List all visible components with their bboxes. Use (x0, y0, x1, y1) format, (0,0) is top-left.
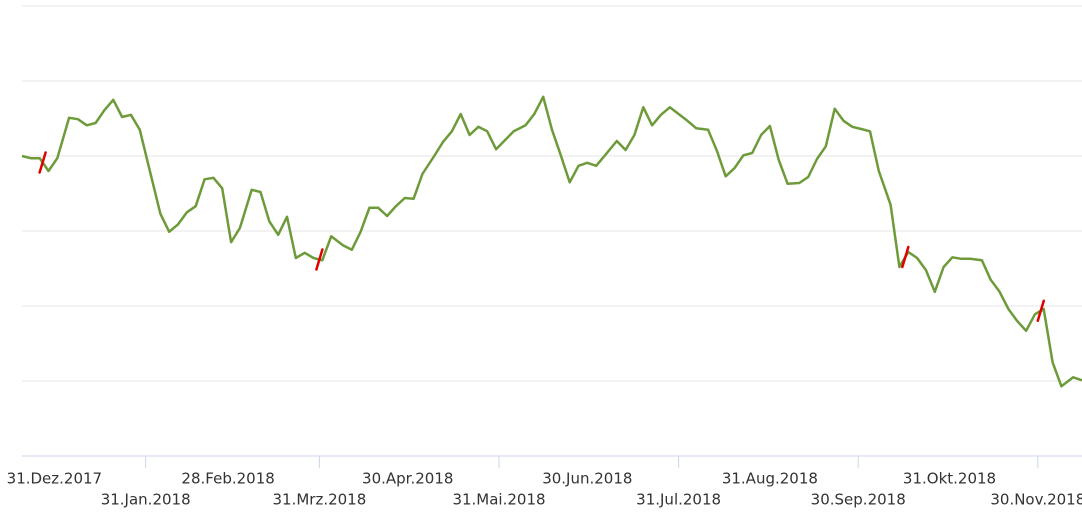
event-marker (315, 248, 324, 271)
x-tick-label: 30.Sep.2018 (811, 491, 906, 509)
event-marker (38, 151, 47, 174)
event-marker (901, 245, 910, 269)
x-tick-label: 28.Feb.2018 (181, 470, 274, 488)
x-tick-label: 31.Jul.2018 (636, 491, 721, 509)
x-tick-label: 30.Nov.2018 (990, 491, 1082, 509)
event-marker (1036, 299, 1046, 322)
x-tick-label: 30.Apr.2018 (362, 470, 453, 488)
price-line (21, 95, 1082, 388)
x-tick-label: 31.Mrz.2018 (272, 491, 366, 509)
x-tick-label: 30.Jun.2018 (542, 470, 632, 488)
x-tick-label: 31.Dez.2017 (7, 470, 102, 488)
x-tick-label: 31.Mai.2018 (452, 491, 545, 509)
x-tick-label: 31.Okt.2018 (903, 470, 996, 488)
x-tick-label: 31.Aug.2018 (722, 470, 818, 488)
x-tick-label: 31.Jan.2018 (101, 491, 191, 509)
